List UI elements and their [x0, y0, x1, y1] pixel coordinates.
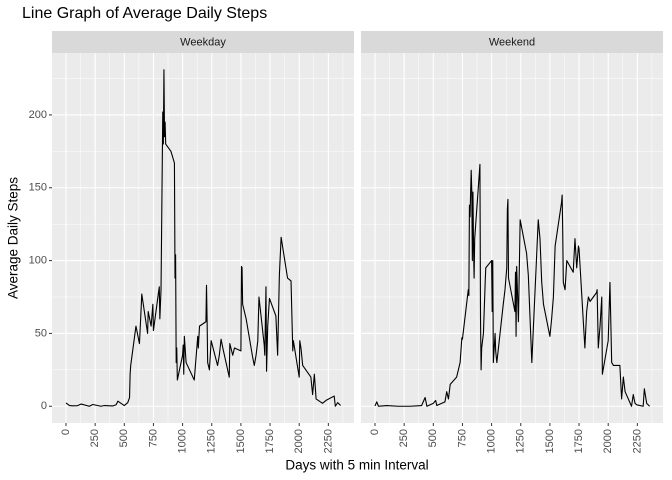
- y-tick-label: 150: [29, 182, 47, 194]
- x-tick-label: 500: [427, 429, 439, 447]
- x-tick-label: 1000: [486, 429, 498, 453]
- x-tick-label: 2000: [602, 429, 614, 453]
- line: [65, 69, 341, 407]
- x-axis-label: Days with 5 min Interval: [285, 458, 428, 473]
- x-tick-label: 2250: [322, 429, 334, 453]
- y-tick-label: 100: [29, 254, 47, 266]
- x-tick-label: 1750: [264, 429, 276, 453]
- panel-background: [52, 53, 354, 423]
- x-tick-label: 2250: [631, 429, 643, 453]
- x-tick-label: 1500: [235, 429, 247, 453]
- x-tick-label: 750: [456, 429, 468, 447]
- strip: [361, 31, 663, 53]
- panel-background: [361, 53, 663, 423]
- strip-label: Weekday: [180, 36, 226, 48]
- y-tick-label: 200: [29, 109, 47, 121]
- y-axis-label: Average Daily Steps: [6, 177, 21, 299]
- x-tick-label: 1250: [206, 429, 218, 453]
- x-tick-label: 1750: [573, 429, 585, 453]
- x-tick-label: 1250: [515, 429, 527, 453]
- x-tick-label: 2000: [293, 429, 305, 453]
- x-tick-label: 0: [369, 429, 381, 435]
- x-tick-label: 250: [398, 429, 410, 447]
- strip: [52, 31, 354, 53]
- x-tick-label: 1500: [544, 429, 556, 453]
- strip-label: Weekend: [489, 36, 535, 48]
- y-tick-label: 0: [41, 400, 47, 412]
- x-tick-label: 1000: [177, 429, 189, 453]
- y-tick-label: 50: [35, 327, 47, 339]
- chart-title: Line Graph of Average Daily Steps: [22, 5, 267, 22]
- x-tick-label: 250: [89, 429, 101, 447]
- x-tick-label: 500: [118, 429, 130, 447]
- x-tick-label: 750: [147, 429, 159, 447]
- line: [374, 163, 650, 407]
- x-tick-label: 0: [60, 429, 72, 435]
